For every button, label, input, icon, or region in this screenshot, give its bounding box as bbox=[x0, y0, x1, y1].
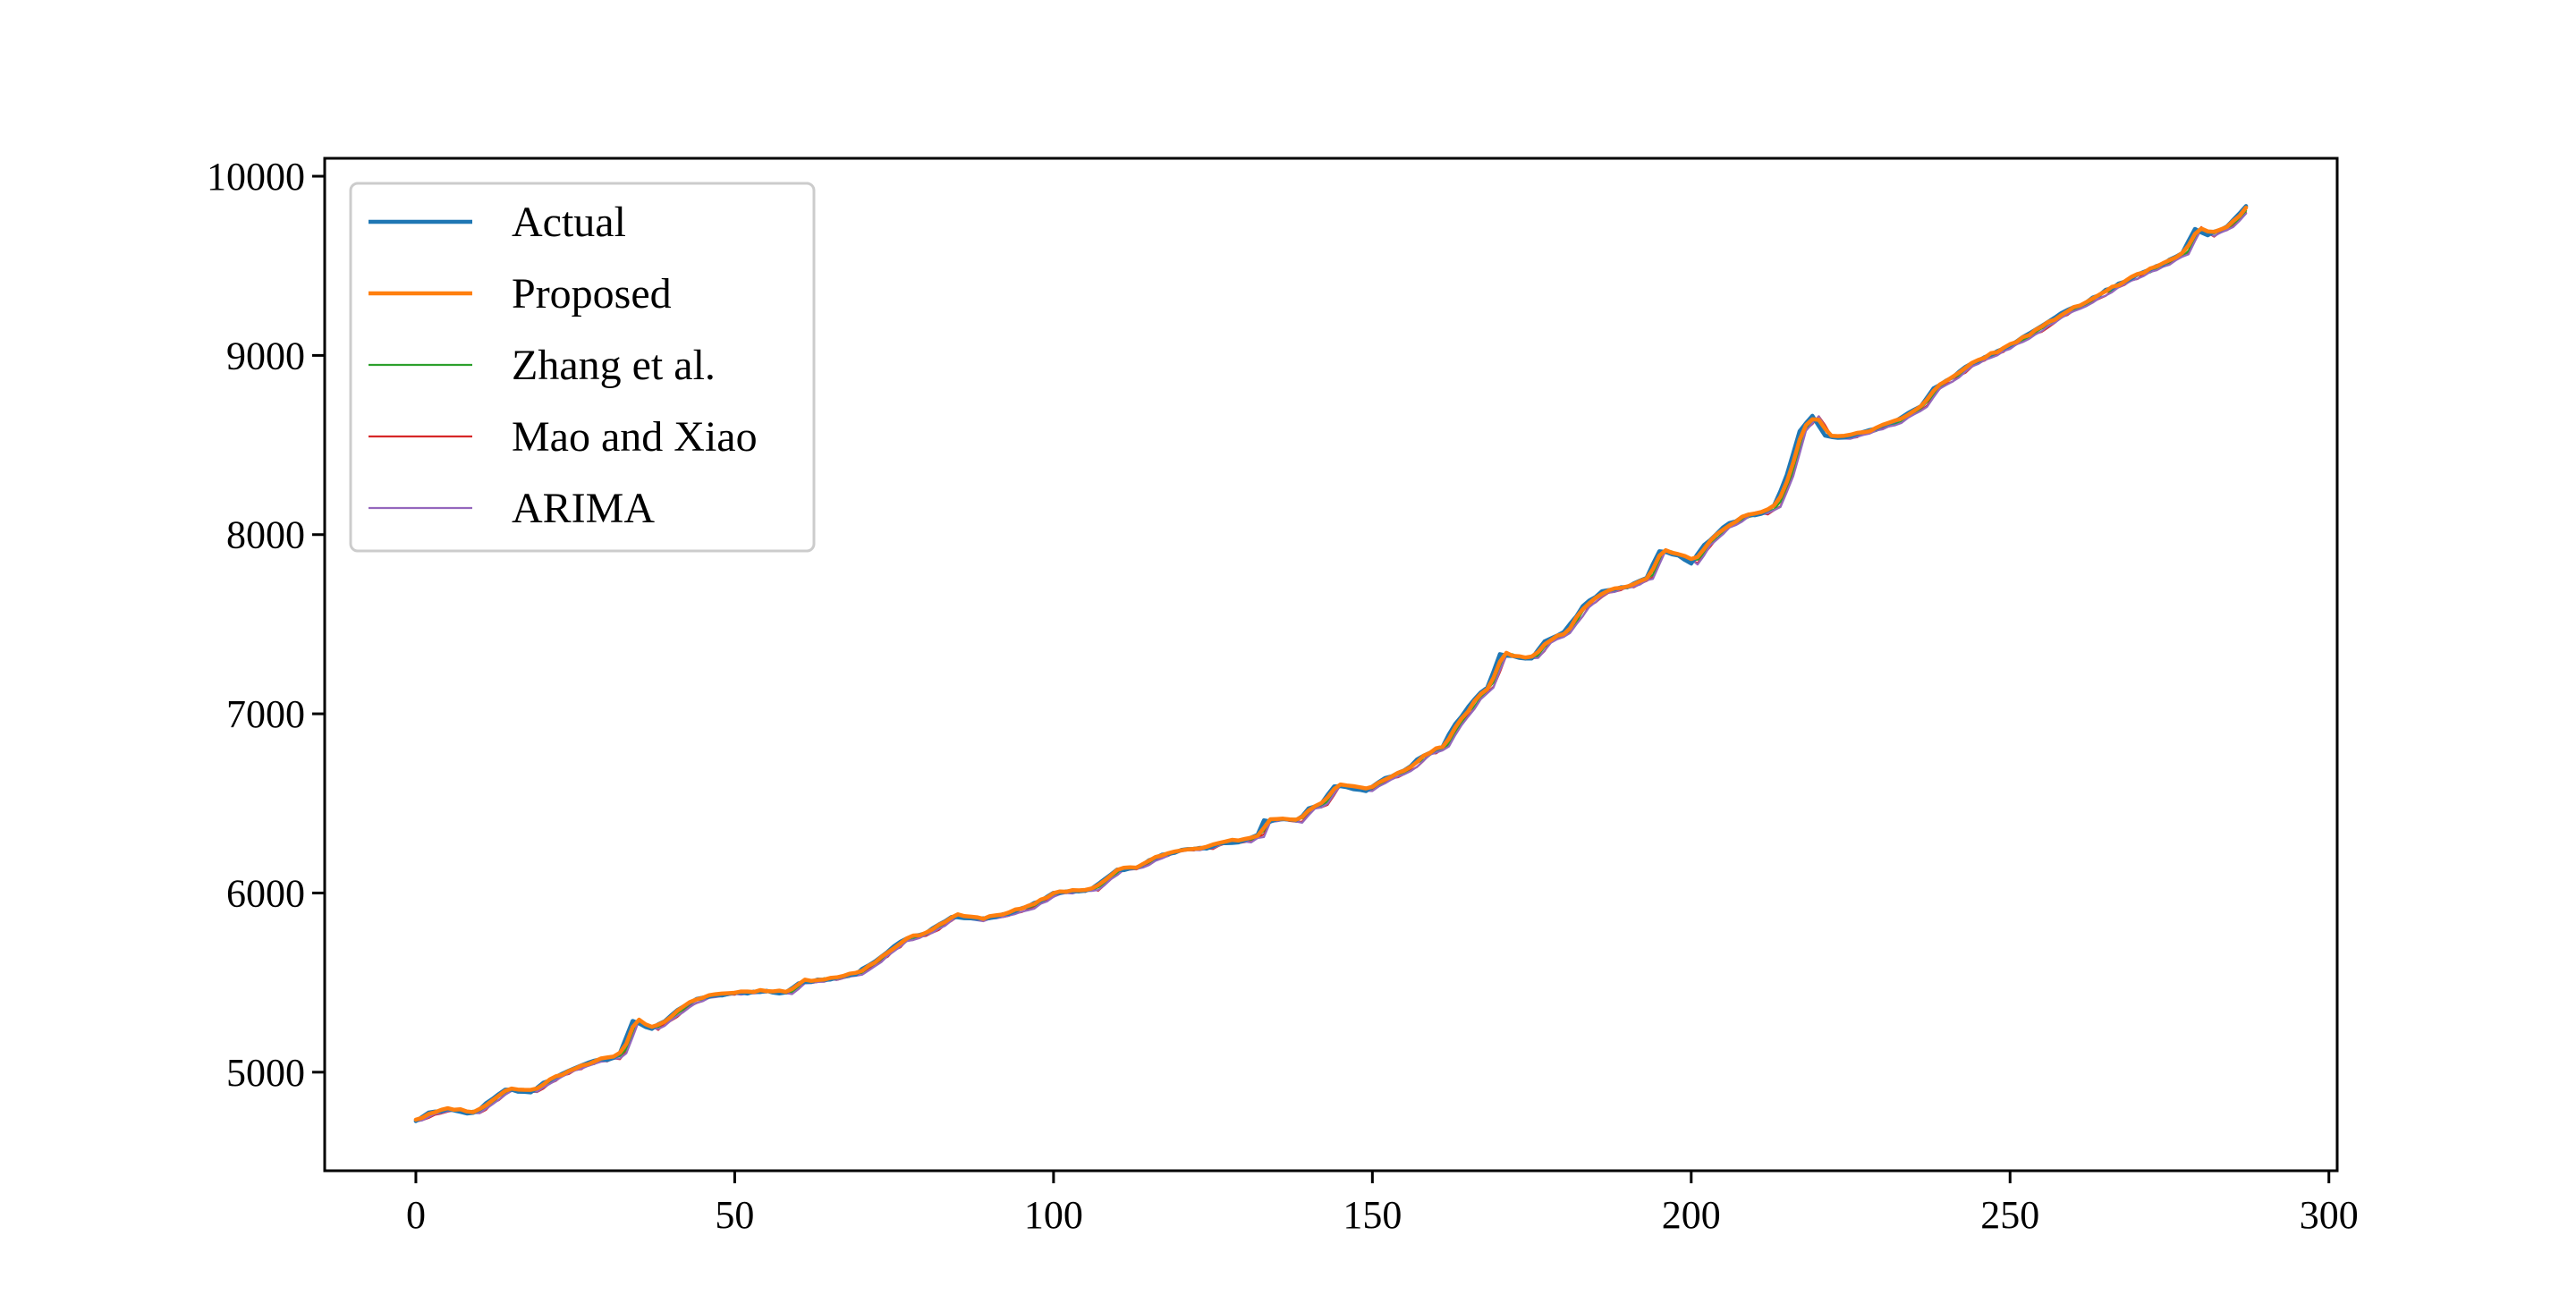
plot-area-frame bbox=[323, 157, 2339, 1173]
legend-label-arima: ARIMA bbox=[512, 485, 655, 532]
legend-label-zhang-et-al: Zhang et al. bbox=[512, 342, 716, 389]
y-tick-label: 10000 bbox=[207, 155, 305, 199]
legend-label-proposed: Proposed bbox=[512, 270, 672, 318]
y-tick-label: 5000 bbox=[226, 1051, 305, 1095]
x-tick-label: 250 bbox=[1980, 1193, 2039, 1237]
series-layer bbox=[413, 204, 2249, 1123]
legend-label-actual: Actual bbox=[512, 199, 626, 246]
x-tick-label: 150 bbox=[1343, 1193, 1402, 1237]
legend-label-mao-and-xiao: Mao and Xiao bbox=[512, 413, 758, 461]
y-tick-label: 8000 bbox=[226, 513, 305, 557]
x-tick-label: 50 bbox=[715, 1193, 754, 1237]
y-axis: 5000 6000 7000 8000 9000 10000 bbox=[207, 155, 325, 1095]
x-tick-label: 100 bbox=[1024, 1193, 1083, 1237]
x-tick-label: 0 bbox=[406, 1193, 426, 1237]
series-line-proposed bbox=[413, 205, 2249, 1122]
x-tick-label: 200 bbox=[1662, 1193, 1721, 1237]
y-tick-label: 9000 bbox=[226, 334, 305, 377]
legend-box bbox=[349, 182, 816, 553]
legend-entries: Actual Proposed Zhang et al. Mao and Xiao AR… bbox=[369, 199, 758, 532]
y-tick-label: 7000 bbox=[226, 692, 305, 736]
y-tick-label: 6000 bbox=[226, 871, 305, 915]
x-axis: 0 50 100 150 200 250 300 bbox=[406, 1171, 2359, 1237]
x-tick-label: 300 bbox=[2300, 1193, 2359, 1237]
legend: Actual Proposed Zhang et al. Mao and Xiao AR… bbox=[349, 182, 816, 553]
